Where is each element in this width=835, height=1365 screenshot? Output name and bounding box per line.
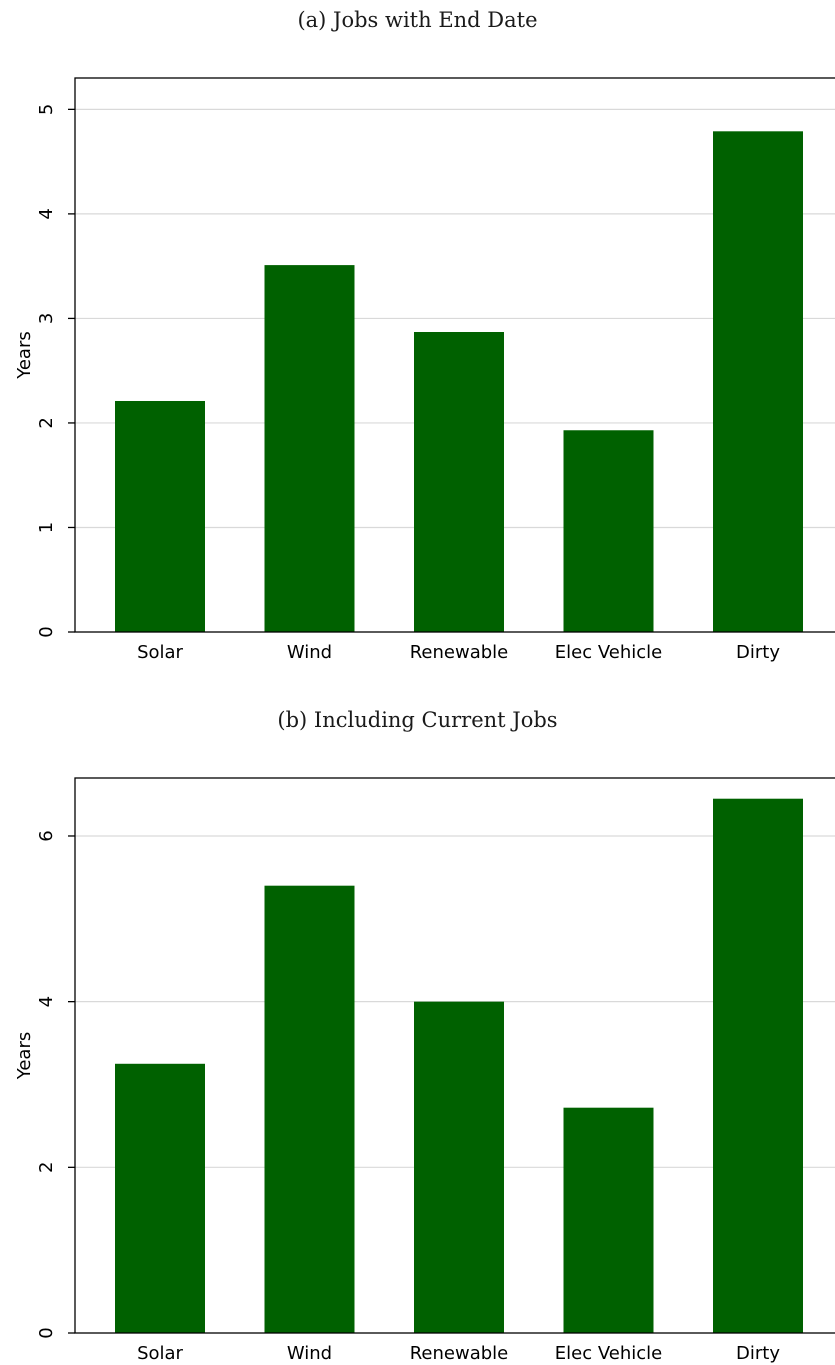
chart-b-title: (b) Including Current Jobs xyxy=(277,708,558,732)
x-tick-label: Solar xyxy=(137,642,183,663)
y-tick-label: 4 xyxy=(36,208,57,219)
x-tick-label: Wind xyxy=(287,1343,332,1364)
y-tick-label: 0 xyxy=(36,626,57,637)
bar-elec-vehicle xyxy=(563,430,654,632)
plot-frame xyxy=(74,77,835,633)
y-tick-label: 5 xyxy=(36,104,57,115)
bar-solar xyxy=(115,1063,205,1333)
y-tick-label: 6 xyxy=(36,830,57,841)
chart-a: 0 1 2 3 4 5 Solar Wind Renewable Elec Vehicle Dirt… xyxy=(14,77,835,663)
bar-elec-vehicle xyxy=(563,1107,654,1333)
chart-b: 0 2 4 6 Solar Wind Renewable Elec Vehicle Dirty Y… xyxy=(14,777,835,1364)
x-tick-label: Renewable xyxy=(410,1343,509,1364)
bar-renewable xyxy=(414,1001,504,1333)
plot-frame xyxy=(74,777,835,1334)
y-tick-label: 0 xyxy=(36,1327,57,1338)
bar-dirty xyxy=(713,131,803,632)
x-tick-label: Renewable xyxy=(410,642,509,663)
y-tick-label: 2 xyxy=(36,1162,57,1173)
bar-wind xyxy=(264,265,355,632)
bar-renewable xyxy=(414,332,504,632)
y-tick-label: 2 xyxy=(36,417,57,428)
y-tick-label: 4 xyxy=(36,996,57,1007)
bar-solar xyxy=(115,400,205,632)
bar-dirty xyxy=(713,798,803,1333)
bar-wind xyxy=(264,885,355,1333)
x-tick-label: Wind xyxy=(287,642,332,663)
x-tick-label: Elec Vehicle xyxy=(555,1343,662,1364)
y-tick-label: 1 xyxy=(36,522,57,533)
y-axis-label: Years xyxy=(14,331,35,380)
y-tick-label: 3 xyxy=(36,313,57,324)
x-tick-label: Dirty xyxy=(736,642,780,663)
y-axis-label: Years xyxy=(14,1032,35,1081)
x-tick-label: Dirty xyxy=(736,1343,780,1364)
x-tick-label: Elec Vehicle xyxy=(555,642,662,663)
x-tick-label: Solar xyxy=(137,1343,183,1364)
chart-a-title: (a) Jobs with End Date xyxy=(297,8,538,32)
